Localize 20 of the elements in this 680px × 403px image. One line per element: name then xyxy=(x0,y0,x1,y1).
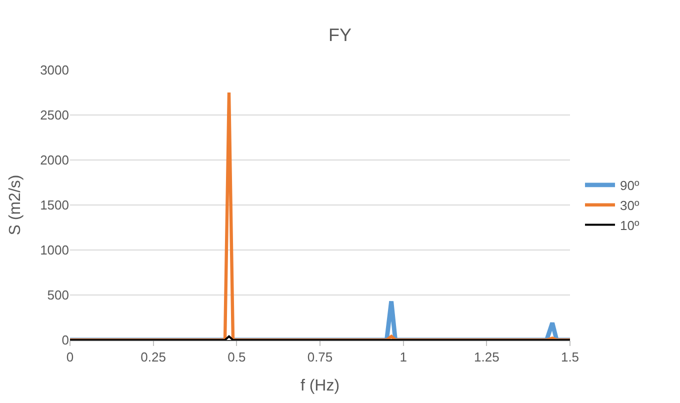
line-series xyxy=(70,90,570,340)
legend-label: 10º xyxy=(620,218,640,233)
chart-title: FY xyxy=(328,24,352,45)
legend-label: 30º xyxy=(620,198,640,213)
x-tick-label: 0.5 xyxy=(228,350,246,365)
y-tick-label: 1500 xyxy=(40,198,69,213)
x-tick-label: 0.25 xyxy=(140,350,166,365)
y-axis-title: S (m2/s) xyxy=(6,174,24,236)
y-tick-label: 3000 xyxy=(40,62,69,78)
y-tick-label: 2000 xyxy=(40,152,69,168)
x-tick-label: 1 xyxy=(400,350,407,365)
y-tick-label: 0 xyxy=(62,332,69,348)
legend-label: 90º xyxy=(620,178,640,194)
x-tick-label: 1.25 xyxy=(474,350,500,365)
y-tick-label: 2500 xyxy=(40,108,69,123)
x-tick-label: 1.5 xyxy=(560,350,580,365)
y-tick-label: 500 xyxy=(47,288,69,303)
y-tick-label: 1000 xyxy=(40,242,69,258)
x-tick-label: 0.75 xyxy=(307,350,333,365)
x-axis-title: f (Hz) xyxy=(300,377,340,394)
